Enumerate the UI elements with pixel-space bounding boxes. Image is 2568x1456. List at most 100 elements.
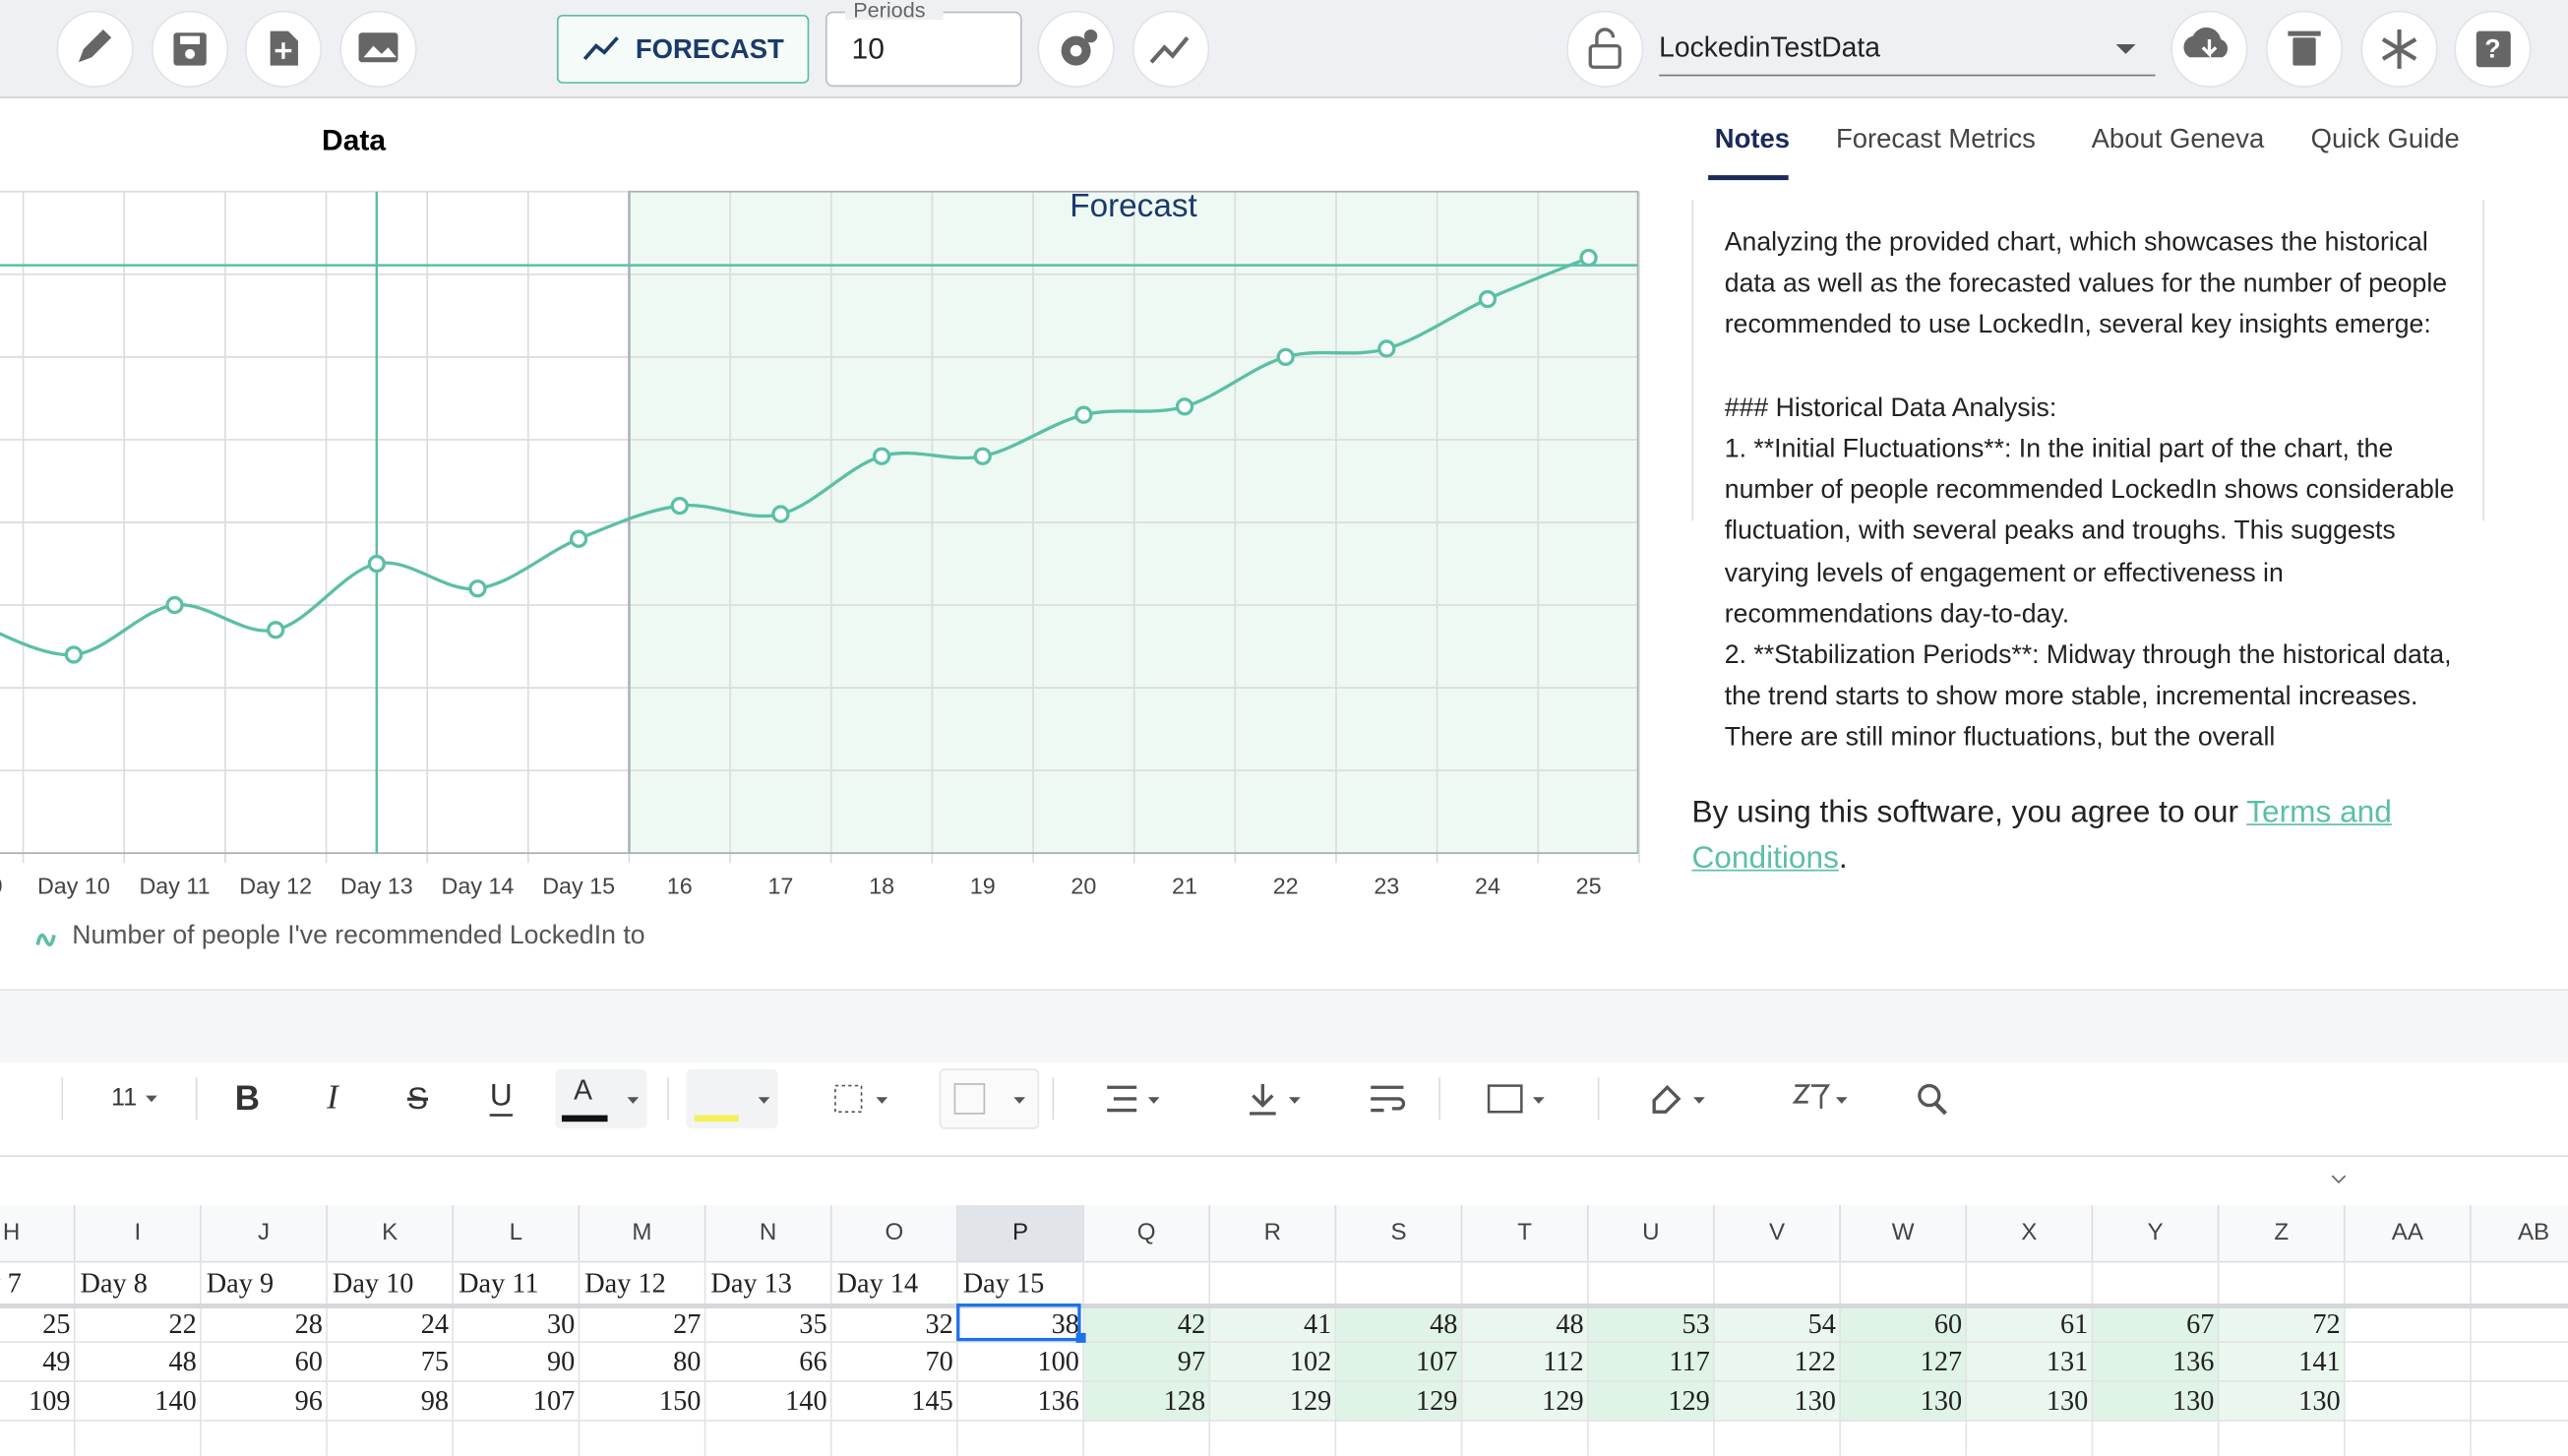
cell[interactable]: 25 [42,1307,71,1340]
cell[interactable]: 54 [1807,1307,1836,1340]
cell[interactable]: Day 12 [584,1267,666,1299]
cell[interactable]: 38 [1051,1307,1079,1340]
cell[interactable]: 130 [2298,1385,2341,1417]
italic-button[interactable]: I [326,1078,339,1117]
cell[interactable]: Day 7 [0,1267,22,1299]
column-header[interactable]: Q [1083,1205,1211,1261]
cell[interactable]: 130 [1920,1385,1963,1417]
cell[interactable]: 109 [29,1385,71,1417]
column-header[interactable]: X [1967,1205,2094,1261]
lock-button[interactable] [1566,10,1644,89]
column-header[interactable]: J [201,1205,328,1261]
column-header[interactable]: AA [2345,1205,2472,1261]
cell[interactable]: 27 [673,1307,702,1340]
cell[interactable]: 75 [420,1346,450,1377]
cell[interactable]: 80 [673,1346,702,1377]
tab[interactable]: About Geneva [2091,124,2265,154]
column-header[interactable]: H [0,1205,76,1261]
cell[interactable]: 67 [2186,1307,2215,1340]
column-header[interactable]: R [1210,1205,1337,1261]
cell[interactable]: 107 [532,1385,576,1417]
cell[interactable]: 129 [1415,1385,1458,1417]
cell[interactable]: 112 [1543,1346,1584,1377]
dataset-select[interactable]: LockedinTestData [1659,30,1880,62]
column-header[interactable]: N [705,1205,832,1261]
cell[interactable]: 130 [1794,1385,1836,1417]
column-header[interactable]: V [1714,1205,1841,1261]
column-header[interactable]: T [1462,1205,1589,1261]
cell[interactable]: 117 [1669,1346,1710,1377]
cell[interactable]: 100 [1037,1346,1079,1377]
column-header[interactable]: U [1588,1205,1715,1261]
cell[interactable]: 129 [1542,1385,1584,1417]
cell[interactable]: 131 [2046,1346,2089,1377]
cell[interactable]: 97 [1177,1346,1206,1377]
cell[interactable]: 127 [1920,1346,1963,1377]
cell[interactable]: 128 [1163,1385,1206,1417]
cell[interactable]: Day 13 [710,1267,792,1299]
column-header[interactable]: M [580,1205,706,1261]
cell[interactable]: 130 [2046,1385,2089,1417]
cell[interactable]: 22 [168,1307,197,1340]
cell[interactable]: 49 [42,1346,71,1377]
cell[interactable]: 136 [1037,1385,1079,1417]
legend-label[interactable]: Number of people I've recommended Locked… [72,920,644,949]
tab[interactable]: Notes [1714,124,1791,154]
cell[interactable]: 60 [294,1346,323,1377]
column-header[interactable]: S [1336,1205,1463,1261]
terms-link[interactable]: Terms and Conditions [1691,795,2392,877]
column-header[interactable]: O [831,1205,958,1261]
underline-button[interactable]: U [490,1077,513,1113]
insights-button[interactable] [1132,10,1210,89]
cell[interactable]: 145 [911,1385,953,1417]
bold-button[interactable]: B [235,1079,260,1118]
cell[interactable]: 140 [785,1385,827,1417]
cell[interactable]: 90 [546,1346,576,1377]
cell[interactable]: 24 [420,1307,450,1340]
cell[interactable]: 66 [799,1346,827,1377]
strike-button[interactable]: S [407,1080,428,1116]
fill-color-button[interactable] [686,1068,778,1128]
cell[interactable]: 41 [1303,1307,1332,1340]
cell[interactable]: 150 [658,1385,702,1417]
cell[interactable]: 72 [2312,1307,2341,1340]
cell[interactable]: 53 [1681,1307,1710,1340]
cell[interactable]: Day 8 [80,1267,148,1299]
cell[interactable]: 48 [1556,1307,1584,1340]
column-header[interactable]: Y [2093,1205,2220,1261]
cell[interactable]: 129 [1289,1385,1332,1417]
cell[interactable]: 28 [294,1307,323,1340]
tab[interactable]: Quick Guide [2310,124,2460,154]
cell[interactable]: 140 [154,1385,197,1417]
cell[interactable]: 129 [1668,1385,1710,1417]
cell[interactable]: 70 [925,1346,953,1377]
cell[interactable]: 98 [420,1385,450,1417]
cell[interactable]: Day 10 [332,1267,414,1299]
cell[interactable]: 130 [2172,1385,2215,1417]
font-size[interactable]: 11 [111,1084,137,1112]
text-color-button[interactable] [555,1068,647,1128]
column-header[interactable]: Z [2219,1205,2346,1261]
cell[interactable]: 60 [1933,1307,1963,1340]
cell[interactable]: 136 [2172,1346,2215,1377]
cell[interactable]: 141 [2298,1346,2341,1377]
cell[interactable]: Day 15 [962,1267,1045,1299]
cell[interactable]: 48 [1430,1307,1458,1340]
cell[interactable]: 102 [1289,1346,1332,1377]
cell[interactable]: 48 [168,1346,197,1377]
cell[interactable]: Day 11 [459,1267,539,1299]
cell[interactable]: Day 9 [206,1267,275,1299]
cell[interactable]: 35 [799,1307,827,1340]
cell[interactable]: 32 [925,1307,953,1340]
column-header[interactable]: AB [2471,1205,2568,1261]
cell[interactable]: 42 [1177,1307,1206,1340]
cell[interactable]: 107 [1415,1346,1458,1377]
column-header[interactable]: P [957,1205,1084,1261]
cell[interactable]: Day 14 [836,1267,919,1299]
column-header[interactable]: W [1840,1205,1968,1261]
column-header[interactable]: K [327,1205,455,1261]
tab[interactable]: Forecast Metrics [1835,124,2036,154]
column-header[interactable]: I [75,1205,202,1261]
column-header[interactable]: L [454,1205,581,1261]
cell[interactable]: 122 [1794,1346,1836,1377]
